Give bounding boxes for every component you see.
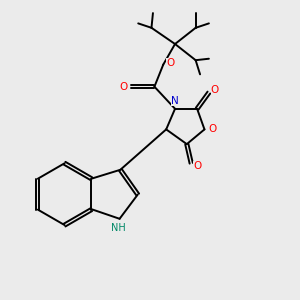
Text: O: O <box>167 58 175 68</box>
Text: O: O <box>193 160 201 171</box>
Text: O: O <box>208 124 217 134</box>
Text: O: O <box>211 85 219 95</box>
Text: N: N <box>171 96 178 106</box>
Text: O: O <box>119 82 128 92</box>
Text: NH: NH <box>111 223 125 233</box>
